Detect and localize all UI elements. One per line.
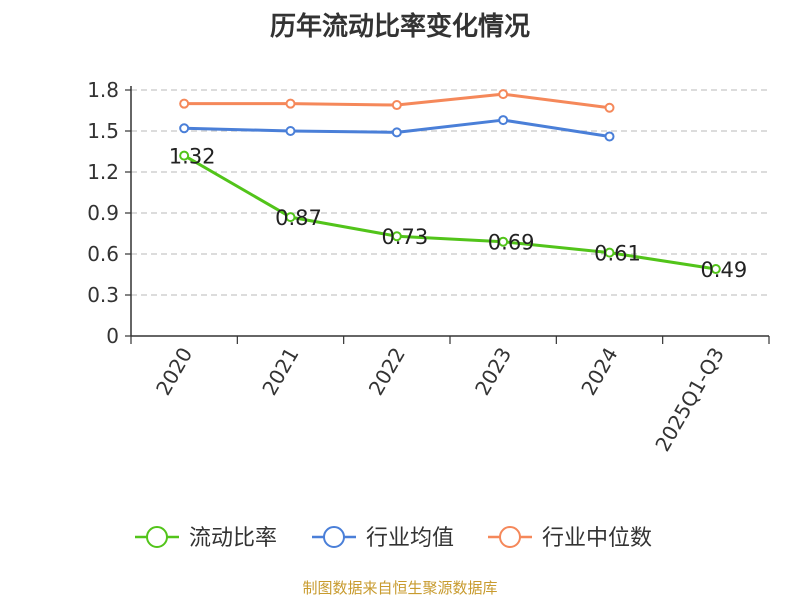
data-point	[391, 127, 402, 138]
data-label: 0.69	[488, 231, 535, 255]
chart-title: 历年流动比率变化情况	[269, 12, 530, 42]
data-point	[179, 123, 190, 134]
data-label: 0.61	[594, 242, 641, 266]
x-tick-label: 2025Q1-Q3	[650, 343, 729, 455]
legend-marker	[146, 526, 168, 548]
data-point	[285, 126, 296, 136]
x-tick-label: 2023	[470, 343, 516, 399]
data-label: 0.49	[700, 258, 747, 282]
data-point	[285, 212, 296, 223]
data-point	[498, 89, 509, 100]
y-tick-label: 0.9	[87, 201, 119, 225]
legend-label: 行业中位数	[542, 526, 652, 551]
y-tick-label: 0.6	[87, 242, 119, 266]
x-tick-label: 2024	[576, 343, 622, 399]
data-point	[498, 236, 509, 247]
series-line-0	[183, 154, 717, 271]
data-point	[604, 131, 615, 142]
source-note: 制图数据来自恒生聚源数据库	[302, 579, 498, 597]
data-label: 1.32	[169, 145, 216, 169]
x-tick-label: 2022	[364, 343, 410, 399]
data-label: 0.87	[275, 206, 322, 230]
data-point	[710, 264, 721, 275]
data-point	[604, 102, 615, 113]
data-point	[604, 247, 615, 258]
y-tick-label: 1.2	[87, 160, 119, 184]
data-point	[391, 100, 402, 111]
data-point	[179, 98, 190, 109]
data-point	[391, 231, 402, 242]
y-tick-label: 1.5	[87, 119, 119, 143]
x-tick-label: 2020	[151, 343, 197, 399]
legend-marker	[499, 526, 521, 548]
data-point	[498, 115, 509, 126]
x-tick-label: 2021	[257, 343, 303, 399]
y-tick-label: 1.8	[87, 78, 119, 102]
data-label: 0.73	[381, 225, 428, 249]
legend-marker	[323, 526, 345, 548]
data-point	[179, 150, 190, 161]
y-tick-label: 0	[106, 324, 119, 348]
legend-label: 行业均值	[366, 526, 454, 551]
y-tick-label: 0.3	[87, 283, 119, 307]
legend-label: 流动比率	[189, 526, 277, 551]
data-point	[285, 98, 296, 109]
